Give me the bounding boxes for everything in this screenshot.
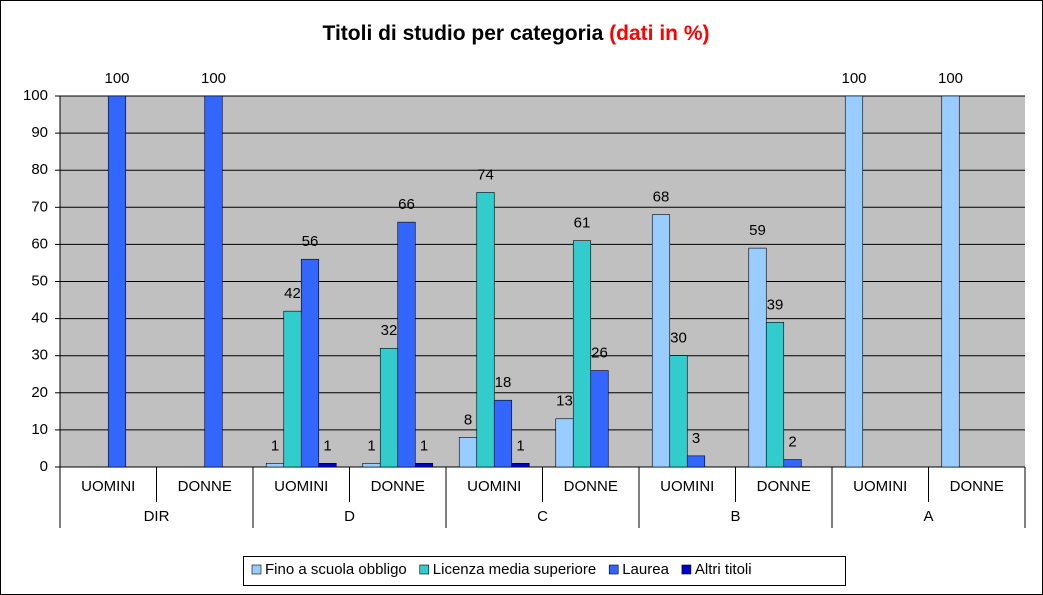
bar	[476, 192, 495, 468]
data-label: 42	[284, 285, 301, 302]
y-tick-label: 50	[31, 272, 48, 289]
data-label: 26	[591, 345, 608, 362]
data-label: 59	[749, 222, 766, 239]
data-label: 68	[653, 189, 670, 206]
x-tick-label: UOMINI	[660, 478, 714, 495]
x-tick-label: UOMINI	[853, 478, 907, 495]
bar	[379, 347, 399, 468]
legend-box	[243, 556, 846, 586]
bar	[651, 214, 671, 468]
y-tick-label: 100	[23, 87, 48, 104]
data-label: 74	[477, 166, 494, 183]
title-main: Titoli di studio per categoria	[323, 22, 604, 45]
bar	[669, 355, 688, 468]
x-tick-label: DONNE	[371, 478, 425, 495]
x-tick-label: UOMINI	[274, 478, 328, 495]
data-label: 56	[302, 233, 319, 250]
legend-label: Fino a scuola obbligo	[265, 561, 407, 578]
data-label: 100	[938, 70, 963, 87]
y-tick-label: 80	[31, 161, 48, 178]
bar	[572, 240, 592, 468]
legend-swatch	[681, 564, 692, 575]
data-label: 1	[420, 437, 428, 454]
x-tick-label: DONNE	[178, 478, 232, 495]
data-label: 61	[574, 215, 591, 232]
data-label: 3	[692, 430, 700, 447]
data-label: 32	[381, 322, 398, 339]
x-tick-label: DONNE	[757, 478, 811, 495]
bar	[511, 462, 530, 468]
group-label: D	[344, 508, 355, 525]
x-tick-label: UOMINI	[81, 478, 135, 495]
y-tick-label: 40	[31, 310, 48, 327]
data-label: 8	[464, 411, 472, 428]
bar	[844, 95, 864, 468]
legend-swatch	[251, 564, 262, 575]
bar	[783, 459, 802, 468]
bar	[397, 221, 416, 468]
bar	[458, 437, 478, 468]
data-label: 1	[323, 437, 331, 454]
group-label: A	[923, 508, 933, 525]
data-label: 30	[670, 330, 687, 347]
bar	[748, 247, 767, 468]
y-tick-label: 70	[31, 198, 48, 215]
bar	[493, 399, 513, 468]
bar	[300, 258, 320, 468]
data-label: 39	[767, 296, 784, 313]
x-tick-label: DONNE	[950, 478, 1004, 495]
group-label: B	[730, 508, 740, 525]
bar	[204, 95, 223, 468]
bar	[941, 95, 960, 468]
bar	[362, 462, 381, 468]
bar	[555, 418, 574, 468]
y-tick-label: 20	[31, 384, 48, 401]
bar	[283, 310, 302, 468]
y-tick-label: 90	[31, 124, 48, 141]
x-tick-label: DONNE	[564, 478, 618, 495]
chart-title: Titoli di studio per categoria (dati in …	[323, 22, 710, 45]
bar	[107, 95, 127, 468]
legend-swatch	[419, 564, 430, 575]
data-label: 2	[788, 434, 796, 451]
y-tick-label: 0	[40, 458, 48, 475]
x-tick-label: UOMINI	[467, 478, 521, 495]
legend-label: Altri titoli	[695, 561, 752, 578]
data-label: 1	[271, 437, 279, 454]
data-label: 1	[516, 437, 524, 454]
bar	[414, 462, 434, 468]
y-tick-label: 30	[31, 347, 48, 364]
data-label: 100	[104, 70, 129, 87]
y-tick-label: 60	[31, 235, 48, 252]
data-label: 100	[201, 70, 226, 87]
group-label: DIR	[144, 508, 170, 525]
data-label: 100	[841, 70, 866, 87]
y-tick-label: 10	[31, 421, 48, 438]
bar	[765, 322, 785, 468]
data-label: 13	[556, 393, 573, 410]
legend-label: Laurea	[622, 561, 669, 578]
legend-label: Licenza media superiore	[433, 561, 596, 578]
bar	[265, 462, 285, 468]
group-label: C	[537, 508, 548, 525]
legend-swatch	[608, 564, 619, 575]
bar	[686, 455, 706, 468]
data-label: 1	[367, 437, 375, 454]
title-highlight: (dati in %)	[609, 22, 709, 45]
data-label: 18	[495, 374, 512, 391]
bar	[318, 462, 337, 468]
data-label: 66	[398, 196, 415, 213]
bar	[590, 370, 609, 468]
